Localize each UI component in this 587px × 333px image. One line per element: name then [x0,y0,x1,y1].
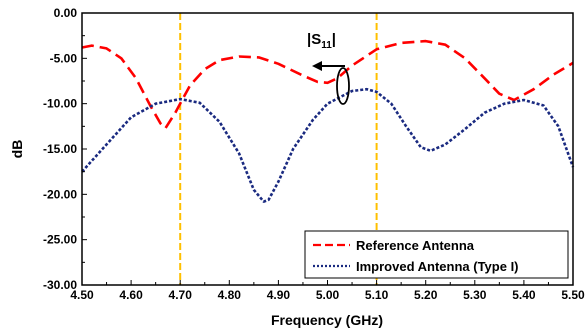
x-tick-label: 5.40 [512,288,536,302]
y-axis-label: dB [9,140,25,159]
legend-label-improved: Improved Antenna (Type I) [356,259,519,274]
x-tick-label: 4.80 [218,288,242,302]
y-tick-label: 0.00 [54,6,78,20]
x-tick-label: 5.20 [414,288,438,302]
y-tick-label: -5.00 [50,51,78,65]
x-tick-label: 5.30 [463,288,487,302]
s11-arrow-head [312,61,322,71]
series-line-1 [81,87,575,203]
series-layer [81,39,575,203]
y-tick-label: -20.00 [43,187,77,201]
x-tick-label: 4.70 [169,288,193,302]
ticks-layer: 4.50 4.60 4.70 4.80 4.90 5.00 5.10 5.20 5.30 5.40… [43,6,585,302]
y-tick-label: -10.00 [43,97,77,111]
x-tick-label: 4.90 [267,288,291,302]
x-tick-label: 5.50 [561,288,585,302]
legend: Reference Antenna Improved Antenna (Type… [304,230,569,279]
y-tick-label: -15.00 [43,142,77,156]
y-tick-label: -25.00 [43,233,77,247]
x-axis-label: Frequency (GHz) [271,312,383,328]
x-tick-label: 4.50 [70,288,94,302]
s11-ring [336,67,350,105]
x-tick-label: 4.60 [119,288,143,302]
legend-label-reference: Reference Antenna [356,238,475,253]
legend-box [304,230,569,279]
y-tick-label: -30.00 [43,278,77,292]
s11-annotation: |S11| [307,31,350,105]
x-tick-label: 5.10 [365,288,389,302]
s11-label: |S11| [307,31,336,51]
x-tick-label: 5.00 [316,288,340,302]
